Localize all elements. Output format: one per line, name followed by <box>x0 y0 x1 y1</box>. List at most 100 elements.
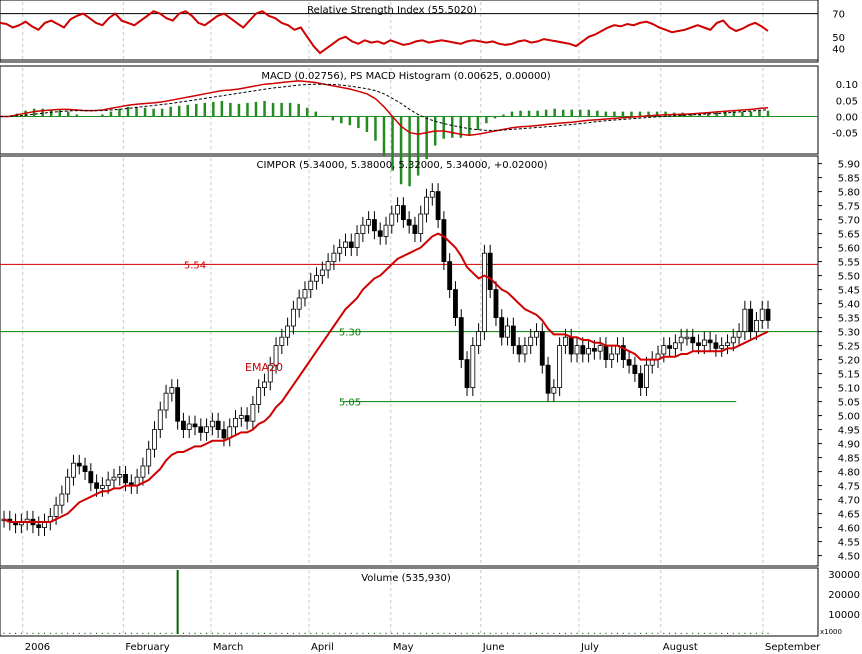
candle-body <box>580 345 586 355</box>
candle-body <box>377 230 383 237</box>
candle-body <box>204 426 209 433</box>
candle-body <box>117 473 123 478</box>
candle-body <box>441 219 447 263</box>
candle-body <box>111 476 117 481</box>
price-tick-label: 5.65 <box>838 230 860 241</box>
grid-lines <box>22 2 764 634</box>
candle-body <box>464 359 470 389</box>
candle-body <box>65 476 71 495</box>
candle-body <box>82 465 88 472</box>
candle-body <box>36 524 42 528</box>
price-tick-label: 5.55 <box>838 258 860 269</box>
candle-body <box>499 317 505 338</box>
ema-label: EMA20 <box>245 361 283 374</box>
candle-body <box>400 205 406 221</box>
rsi-title: Relative Strength Index (55.5020) <box>307 5 477 16</box>
candle-body <box>632 364 638 375</box>
price-tick-label: 4.75 <box>838 482 860 493</box>
candle-body <box>157 409 163 431</box>
price-title: CIMPOR (5.34000, 5.38000, 5.32000, 5.340… <box>257 160 548 171</box>
candle-body <box>736 331 742 338</box>
candle-body <box>748 308 754 333</box>
price-tick-label: 5.60 <box>838 244 860 255</box>
candle-body <box>568 336 574 355</box>
candle-body <box>366 219 372 226</box>
candle-body <box>447 261 453 291</box>
candle-body <box>290 308 296 327</box>
x-tick-label: June <box>482 642 505 653</box>
price-tick-label: 5.45 <box>838 286 860 297</box>
candle-body <box>701 339 707 346</box>
candle-body <box>267 364 273 383</box>
candle-body <box>319 269 325 276</box>
volume-tick-label: 20000 <box>828 590 860 601</box>
x-tick-label: September <box>765 642 821 653</box>
candle-body <box>534 331 539 338</box>
price-tick-label: 4.55 <box>838 538 860 549</box>
candle-body <box>302 289 308 299</box>
price-tick-label: 5.05 <box>838 398 860 409</box>
candle-body <box>493 289 499 319</box>
price-tick-label: 5.80 <box>838 188 860 199</box>
candle-body <box>331 252 337 262</box>
candle-body <box>412 224 418 234</box>
candle-body <box>395 205 400 215</box>
macd-tick-label: 0.05 <box>836 96 858 107</box>
x-tick-label: April <box>311 642 334 653</box>
x-axis-labels: 2006 February March April May June July August S… <box>25 642 821 653</box>
candle-body <box>192 423 198 428</box>
candle-body <box>209 420 215 428</box>
rsi-series <box>0 10 818 61</box>
candle-body <box>586 347 591 355</box>
candle-body <box>713 342 719 349</box>
candle-body <box>696 342 701 346</box>
candle-body <box>99 485 105 489</box>
candle-body <box>285 325 291 338</box>
price-tick-label: 4.60 <box>838 524 860 535</box>
macd-signal-line <box>0 83 769 131</box>
rsi-tick-label: 40 <box>832 44 845 55</box>
candle-body <box>591 347 597 352</box>
ema20-line <box>3 232 769 523</box>
candle-body <box>620 345 626 361</box>
candle-body <box>273 345 279 366</box>
candle-body <box>105 479 111 486</box>
price-tick-label: 4.80 <box>838 468 860 479</box>
macd-tick-label: -0.05 <box>832 129 858 140</box>
candle-body <box>765 308 771 321</box>
price-tick-label: 5.35 <box>838 314 860 325</box>
candle-body <box>406 219 412 226</box>
candle-body <box>528 336 534 347</box>
candle-body <box>470 345 476 389</box>
volume-unit-label: x1000 <box>820 628 842 636</box>
price-tick-label: 5.85 <box>838 174 860 185</box>
volume-series <box>3 570 769 634</box>
x-tick-label: March <box>213 642 243 653</box>
candle-body <box>609 353 615 360</box>
candle-body <box>603 345 609 361</box>
candle-body <box>418 213 424 235</box>
price-tick-label: 4.90 <box>838 440 860 451</box>
x-tick-label: August <box>663 642 698 653</box>
candle-body <box>244 415 250 422</box>
price-level-label: 5.54 <box>184 260 206 271</box>
candle-body <box>754 319 759 332</box>
candle-body <box>372 219 377 232</box>
candle-body <box>233 417 238 428</box>
candle-body <box>684 336 690 340</box>
candle-body <box>539 331 545 366</box>
macd-title: MACD (0.02756), PS MACD Histogram (0.006… <box>261 71 550 82</box>
candle-body <box>563 336 568 347</box>
volume-title: Volume (535,930) <box>361 573 451 584</box>
macd-line <box>0 80 769 136</box>
candle-body <box>348 241 354 248</box>
candle-body <box>730 336 736 344</box>
candle-body <box>644 364 649 389</box>
candle-body <box>597 345 603 352</box>
candle-body <box>429 191 435 198</box>
candle-body <box>337 247 343 254</box>
candle-body <box>175 387 181 422</box>
candle-body <box>181 420 186 431</box>
candle-body <box>262 381 267 388</box>
price-tick-label: 5.00 <box>838 412 860 423</box>
